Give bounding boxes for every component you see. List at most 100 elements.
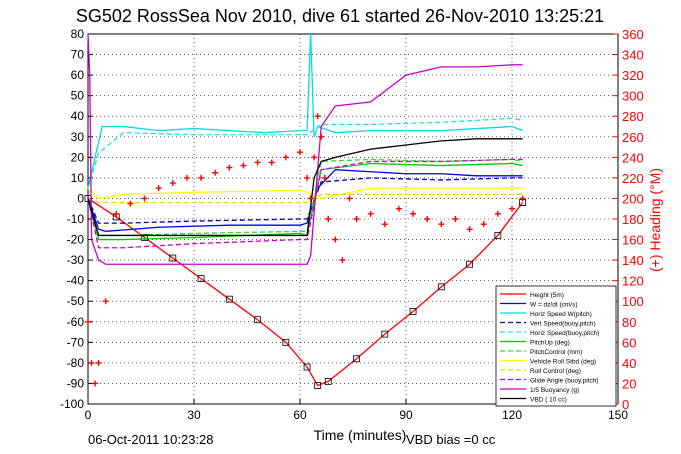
heading-marker [353, 216, 360, 222]
heading-marker [452, 216, 459, 222]
y-tick-label: -80 [67, 356, 85, 370]
heading-marker [410, 210, 417, 217]
heading-marker [92, 380, 99, 387]
heading-marker [183, 174, 190, 181]
height-marker [225, 295, 233, 303]
series-line-9 [87, 158, 523, 249]
y-tick-label: -50 [67, 294, 85, 308]
heading-marker [325, 216, 332, 222]
heading-marker [198, 174, 205, 181]
heading-marker [113, 210, 120, 217]
footer-timestamp: 06-Oct-2011 10:23:28 [88, 432, 214, 447]
heading-marker [381, 221, 388, 228]
right-tick-label: 120 [622, 274, 644, 289]
y-tick-label: -10 [67, 212, 85, 226]
legend-entry: W = dz/dt (cm/s) [530, 302, 578, 309]
heading-marker [339, 257, 346, 264]
height-marker [303, 363, 311, 371]
legend-entry: Vert Speed(buoy,pitch) [530, 321, 596, 328]
right-tick-label: 340 [622, 48, 644, 63]
legend-entry: VBD ( 10 cc) [530, 397, 567, 404]
height-marker [314, 382, 322, 389]
legend-entry: Vehicle Roll Stbd (deg) [530, 359, 596, 366]
plot-area: 0 30 60 90 120 15080706050403020100-10-20-30-… [60, 27, 644, 422]
y-tick-label: -20 [67, 233, 85, 247]
y-tick-label: 40 [71, 109, 85, 123]
x-tick-label: 120 [502, 408, 522, 422]
heading-marker [318, 133, 325, 140]
heading-marker [395, 205, 402, 212]
y-tick-label: 30 [71, 130, 85, 144]
right-tick-label: 100 [622, 294, 644, 309]
height-marker [353, 355, 360, 363]
heading-marker [282, 154, 289, 161]
series-line-11 [87, 138, 523, 237]
height-marker [466, 260, 474, 268]
height-marker [169, 254, 177, 262]
heading-marker [321, 174, 328, 181]
right-axis-label: (+) Heading (°M) [647, 168, 663, 272]
y-tick-label: -30 [67, 253, 85, 267]
legend-entry: Horiz Speed(buoy,pitch) [530, 330, 599, 337]
height-marker [494, 232, 502, 239]
right-tick-label: 140 [622, 253, 644, 268]
height-marker [381, 330, 389, 338]
right-tick-label: 320 [622, 68, 644, 83]
heading-marker [304, 174, 311, 181]
heading-marker [88, 359, 95, 366]
y-tick-label: 20 [71, 150, 85, 164]
y-tick-label: -100 [60, 397, 84, 411]
height-marker [324, 377, 332, 385]
right-tick-label: 0 [622, 397, 629, 412]
heading-marker [169, 180, 176, 187]
heading-marker [254, 159, 261, 166]
heading-marker [480, 221, 487, 228]
legend-box [495, 285, 617, 407]
legend-entry: Roll Control (deg) [530, 368, 581, 375]
heading-marker [268, 159, 275, 166]
series-line-4 [87, 117, 523, 189]
x-tick-label: 0 [85, 408, 92, 422]
height-marker [409, 308, 417, 315]
height-marker [437, 283, 445, 291]
heading-marker [307, 195, 314, 202]
right-tick-label: 280 [622, 109, 644, 124]
y-tick-label: 60 [71, 68, 85, 82]
heading-marker [102, 298, 109, 305]
heading-marker [212, 169, 219, 176]
right-tick-label: 80 [622, 315, 636, 330]
x-tick-label: 30 [187, 408, 201, 422]
series-line-0 [87, 197, 524, 387]
right-tick-label: 60 [622, 335, 636, 350]
heading-marker [127, 200, 134, 207]
series-line-2 [87, 33, 523, 189]
series-line-3 [87, 177, 523, 224]
right-tick-label: 240 [622, 150, 644, 165]
x-tick-label: 90 [399, 408, 413, 422]
legend-entry: Height (5m) [530, 292, 564, 299]
heading-marker [367, 210, 374, 217]
legend-entry: 1/5 Buoyancy (g) [530, 387, 579, 394]
heading-marker [438, 221, 445, 228]
heading-marker [509, 205, 515, 212]
y-tick-label: 0 [77, 191, 84, 205]
footer-vbd-bias: VBD bias =0 cc [406, 432, 496, 447]
height-marker [254, 316, 262, 324]
y-tick-label: -40 [67, 274, 85, 288]
heading-marker [314, 113, 321, 120]
right-tick-label: 360 [622, 27, 644, 42]
x-tick-label: 150 [608, 408, 628, 422]
y-tick-label: 10 [71, 171, 85, 185]
height-marker [282, 338, 290, 346]
legend-entry: Horiz Speed W(pitch) [530, 311, 592, 318]
height-marker [197, 275, 205, 283]
right-tick-label: 260 [622, 130, 644, 145]
right-tick-label: 300 [622, 89, 644, 104]
right-tick-label: 20 [622, 376, 636, 391]
heading-marker [297, 149, 303, 156]
y-tick-label: -60 [67, 315, 85, 329]
right-tick-label: 200 [622, 191, 644, 206]
x-axis-label: Time (minutes) [314, 427, 407, 443]
x-tick-label: 60 [293, 408, 307, 422]
